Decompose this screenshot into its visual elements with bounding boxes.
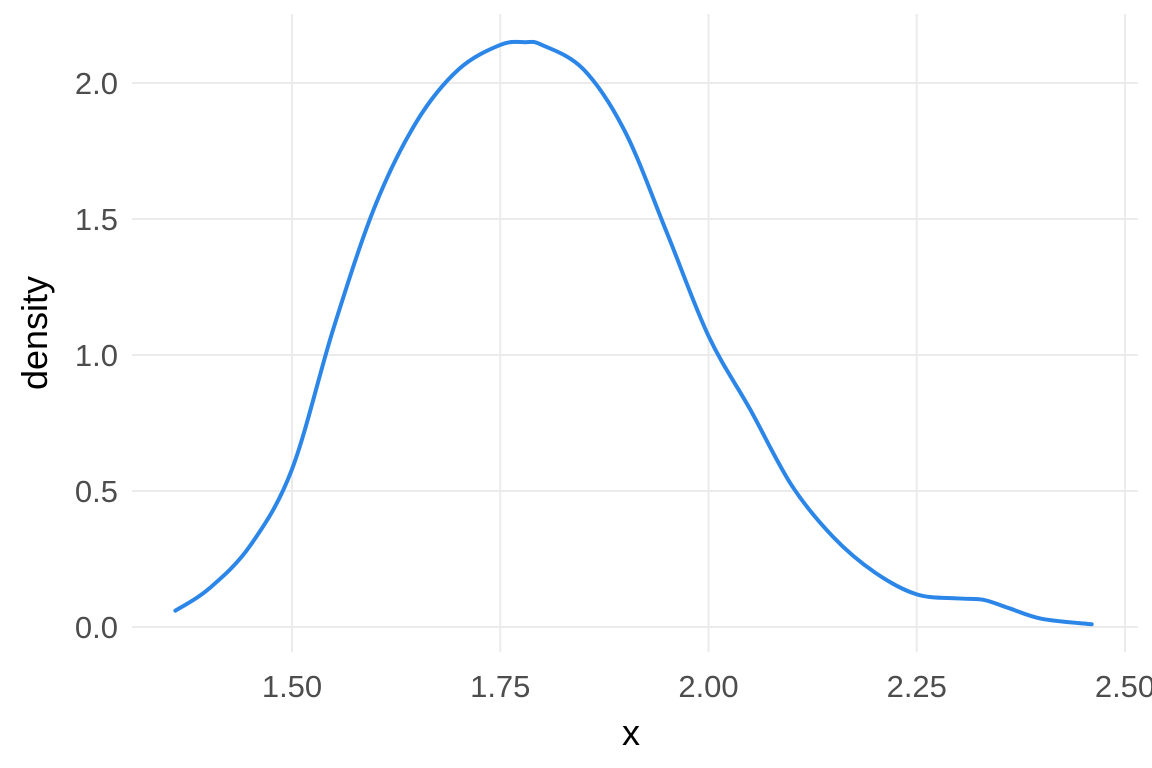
x-tick-label: 1.50 xyxy=(262,669,322,704)
y-tick-label: 0.5 xyxy=(75,474,118,509)
y-tick-label: 1.5 xyxy=(75,202,118,237)
x-tick-label: 1.75 xyxy=(470,669,530,704)
y-tick-label: 0.0 xyxy=(75,610,118,645)
density-line xyxy=(173,39,1094,627)
grid xyxy=(132,14,1138,652)
x-axis-title: x xyxy=(622,712,640,753)
y-tick-label: 2.0 xyxy=(75,66,118,101)
y-tick-label: 1.0 xyxy=(75,338,118,373)
x-tick-label: 2.50 xyxy=(1095,669,1152,704)
x-axis-ticks: 1.50 1.75 2.00 2.25 2.50 xyxy=(262,669,1152,704)
y-axis-ticks: 0.0 0.5 1.0 1.5 2.0 xyxy=(75,66,118,645)
x-tick-label: 2.25 xyxy=(887,669,947,704)
x-tick-label: 2.00 xyxy=(678,669,738,704)
y-axis-title: density xyxy=(14,276,55,390)
